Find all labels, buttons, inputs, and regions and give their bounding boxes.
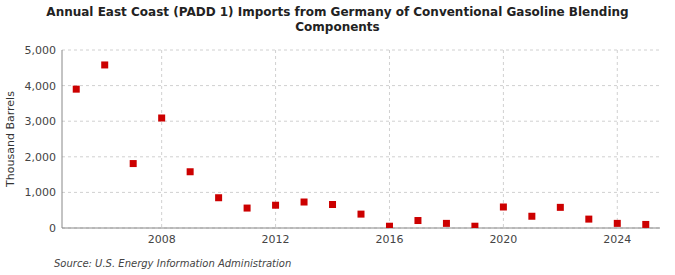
scatter-point: [585, 216, 592, 223]
x-tick-label: 2016: [375, 233, 403, 246]
title-line: Components: [295, 20, 380, 34]
x-tick-label: 2020: [489, 233, 517, 246]
scatter-point: [528, 213, 535, 220]
scatter-point: [215, 194, 222, 201]
scatter-point: [101, 61, 108, 68]
x-tick-label: 2024: [603, 233, 631, 246]
title-line: Annual East Coast (PADD 1) Imports from …: [46, 5, 628, 19]
scatter-point: [614, 220, 621, 227]
scatter-point: [386, 223, 393, 228]
y-grid-line: [62, 50, 660, 51]
grid: [62, 50, 660, 228]
scatter-point: [73, 86, 80, 93]
scatter-point: [301, 199, 308, 206]
y-tick-label: 5,000: [25, 44, 57, 57]
chart-container: Annual East Coast (PADD 1) Imports from …: [0, 0, 675, 275]
x-grid-line: [161, 50, 162, 228]
scatter-point: [244, 205, 251, 212]
y-grid-line: [62, 85, 660, 86]
y-grid-line: [62, 228, 660, 229]
y-tick-label: 2,000: [25, 151, 57, 164]
y-tick-label: 4,000: [25, 80, 57, 93]
x-grid-line: [503, 50, 504, 228]
scatter-point: [471, 223, 478, 228]
x-tick-label: 2008: [148, 233, 176, 246]
y-grid-line: [62, 156, 660, 157]
y-grid-line: [62, 121, 660, 122]
y-axis-line: [62, 50, 63, 228]
x-grid-line: [617, 50, 618, 228]
y-tick-label: 0: [49, 222, 56, 235]
y-axis-label: Thousand Barrels: [4, 91, 17, 188]
scatter-point: [500, 203, 507, 210]
scatter-point: [158, 114, 165, 121]
points: [73, 61, 650, 228]
x-tick-label: 2012: [262, 233, 290, 246]
y-tick-label: 1,000: [25, 186, 57, 199]
scatter-point: [187, 168, 194, 175]
scatter-point: [443, 220, 450, 227]
scatter-point: [358, 211, 365, 218]
x-grid-line: [275, 50, 276, 228]
scatter-point: [272, 202, 279, 209]
scatter-point: [557, 204, 564, 211]
scatter-point: [329, 201, 336, 208]
source-note: Source: U.S. Energy Information Administ…: [54, 258, 291, 269]
y-grid-line: [62, 192, 660, 193]
scatter-point: [130, 160, 137, 167]
scatter-point: [642, 221, 649, 228]
chart-svg: Annual East Coast (PADD 1) Imports from …: [0, 0, 675, 275]
x-grid-line: [389, 50, 390, 228]
scatter-point: [414, 217, 421, 224]
y-tick-label: 3,000: [25, 115, 57, 128]
chart-title: Annual East Coast (PADD 1) Imports from …: [46, 5, 628, 34]
x-axis-line: [62, 228, 660, 229]
